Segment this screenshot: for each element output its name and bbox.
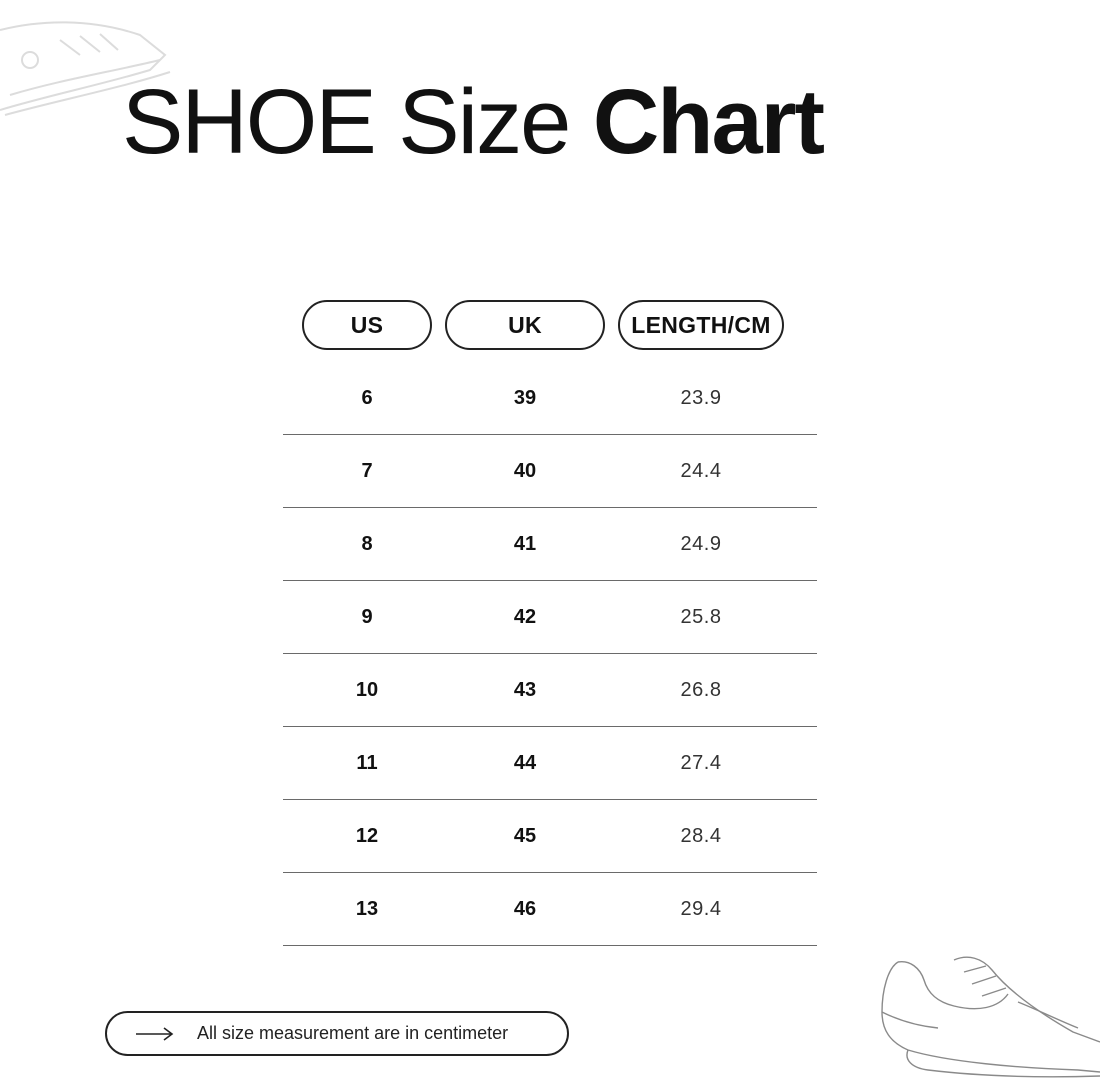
- cell-uk: 46: [513, 898, 537, 920]
- cell-length: 27.4: [680, 752, 722, 774]
- cell-uk: 41: [513, 533, 537, 555]
- shoe-outline-icon: [0, 21, 171, 116]
- cell-us: 9: [361, 606, 373, 628]
- cell-length: 24.9: [680, 533, 722, 555]
- cell-uk: 45: [513, 825, 537, 847]
- table-row: 6 39 23.9: [283, 362, 817, 435]
- arrow-right-icon: [136, 1026, 174, 1041]
- title-light: SHOE Size: [122, 71, 593, 173]
- cell-length: 29.4: [680, 898, 722, 920]
- cell-us: 13: [355, 898, 379, 920]
- title-bold: Chart: [592, 71, 825, 173]
- page-title: SHOE Size Chart: [122, 71, 825, 173]
- cell-uk: 43: [513, 679, 537, 701]
- footnote-pill: All size measurement are in centimeter: [105, 1011, 569, 1056]
- header-uk: UK: [445, 300, 605, 350]
- cell-length: 28.4: [680, 825, 722, 847]
- cell-us: 7: [361, 460, 373, 482]
- cell-us: 11: [356, 752, 378, 774]
- cell-length: 24.4: [680, 460, 722, 482]
- cell-uk: 42: [513, 606, 537, 628]
- cell-us: 10: [355, 679, 379, 701]
- cell-us: 12: [355, 825, 379, 847]
- cell-length: 23.9: [680, 387, 722, 409]
- table-row: 13 46 29.4: [283, 873, 817, 946]
- table-row: 11 44 27.4: [283, 727, 817, 800]
- cell-uk: 39: [513, 387, 537, 409]
- cell-length: 25.8: [680, 606, 722, 628]
- table-row: 9 42 25.8: [283, 581, 817, 654]
- table-row: 10 43 26.8: [283, 654, 817, 727]
- header-length: LENGTH/CM: [618, 300, 784, 350]
- size-table: 6 39 23.9 7 40 24.4 8 41 24.9 9 42 25.8 …: [283, 362, 817, 946]
- cell-us: 6: [361, 387, 373, 409]
- footnote-text: All size measurement are in centimeter: [197, 1023, 509, 1043]
- cell-us: 8: [361, 533, 373, 555]
- cell-uk: 44: [513, 752, 537, 774]
- sneaker-outline-icon: [881, 956, 1100, 1078]
- cell-length: 26.8: [680, 679, 722, 701]
- header-us: US: [302, 300, 432, 350]
- cell-uk: 40: [513, 460, 537, 482]
- table-row: 12 45 28.4: [283, 800, 817, 873]
- table-row: 8 41 24.9: [283, 508, 817, 581]
- table-row: 7 40 24.4: [283, 435, 817, 508]
